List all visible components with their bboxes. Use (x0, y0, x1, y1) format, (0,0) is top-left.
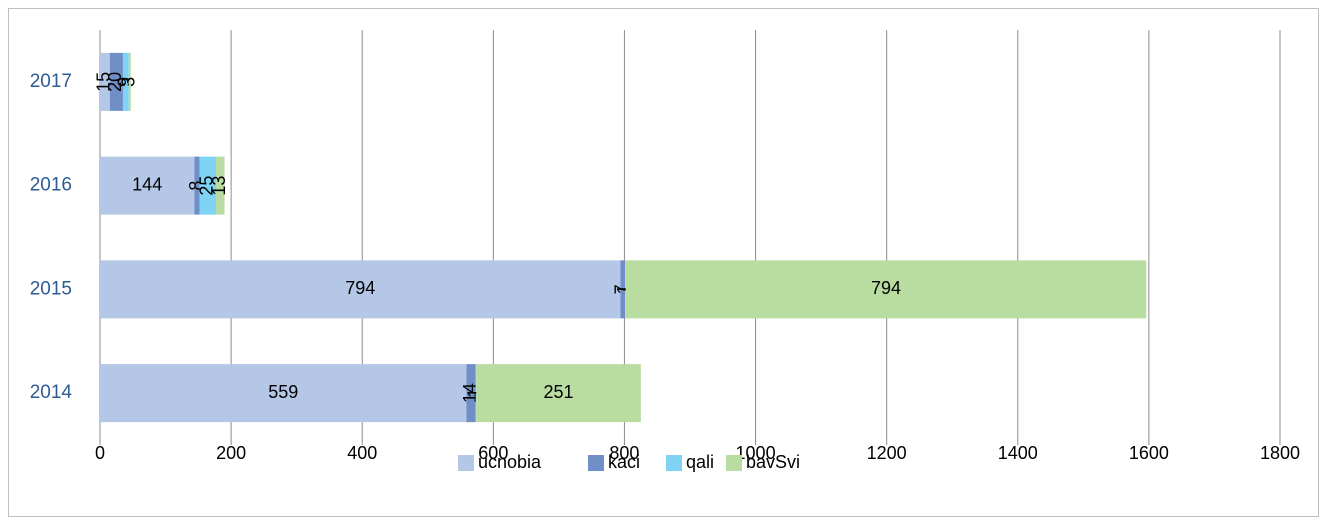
data-label: 15 (94, 72, 114, 92)
bar-segment (100, 52, 110, 111)
data-label: 144 (132, 174, 162, 194)
y-tick-label: 2015 (30, 278, 72, 299)
bar-segment (100, 260, 621, 319)
data-label: 559 (268, 382, 298, 402)
legend-swatch (458, 455, 474, 471)
x-tick-label: 0 (95, 443, 105, 463)
bar-segment (109, 52, 123, 111)
y-tick-label: 2017 (30, 71, 72, 92)
data-label: 794 (345, 278, 375, 298)
data-label: 794 (871, 278, 901, 298)
x-tick-label: 1000 (736, 443, 776, 463)
legend-swatch (666, 455, 682, 471)
x-tick-label: 1200 (867, 443, 907, 463)
legend-label: bavSvi (746, 452, 800, 472)
bar-segment (476, 364, 641, 423)
data-label: 251 (544, 382, 574, 402)
bar-segment (100, 364, 467, 423)
bar-segment (194, 156, 200, 215)
legend-label: qali (686, 452, 714, 472)
legend-swatch (726, 455, 742, 471)
data-label: 7 (612, 284, 632, 294)
legend-swatch (588, 455, 604, 471)
bar-segment (216, 156, 225, 215)
data-label: 14 (460, 383, 480, 403)
bar-segment (620, 260, 626, 319)
bar-segment (625, 260, 626, 319)
bar-segment (625, 260, 1147, 319)
x-tick-label: 800 (609, 443, 639, 463)
y-tick-label: 2014 (30, 382, 73, 403)
legend-label: ucnobia (478, 452, 542, 472)
data-label: 25 (197, 176, 217, 196)
data-label: 8 (186, 181, 206, 191)
x-tick-label: 1400 (998, 443, 1038, 463)
bar-segment (122, 52, 129, 111)
x-tick-label: 600 (478, 443, 508, 463)
data-label: 1 (614, 284, 634, 294)
bar-segment (100, 156, 195, 215)
x-tick-label: 400 (347, 443, 377, 463)
bar-segment (199, 156, 217, 215)
bar-segment (128, 52, 131, 111)
bar-segment (466, 364, 476, 423)
data-label: 1 (465, 388, 485, 398)
x-tick-label: 200 (216, 443, 246, 463)
x-tick-label: 1600 (1129, 443, 1169, 463)
data-label: 20 (105, 72, 125, 92)
bar-segment (475, 364, 477, 423)
data-label: 13 (209, 176, 229, 196)
x-tick-label: 1800 (1260, 443, 1300, 463)
data-label: 3 (119, 77, 139, 87)
y-tick-label: 2016 (30, 175, 72, 196)
data-label: 9 (115, 77, 135, 87)
legend-label: kaci (608, 452, 640, 472)
